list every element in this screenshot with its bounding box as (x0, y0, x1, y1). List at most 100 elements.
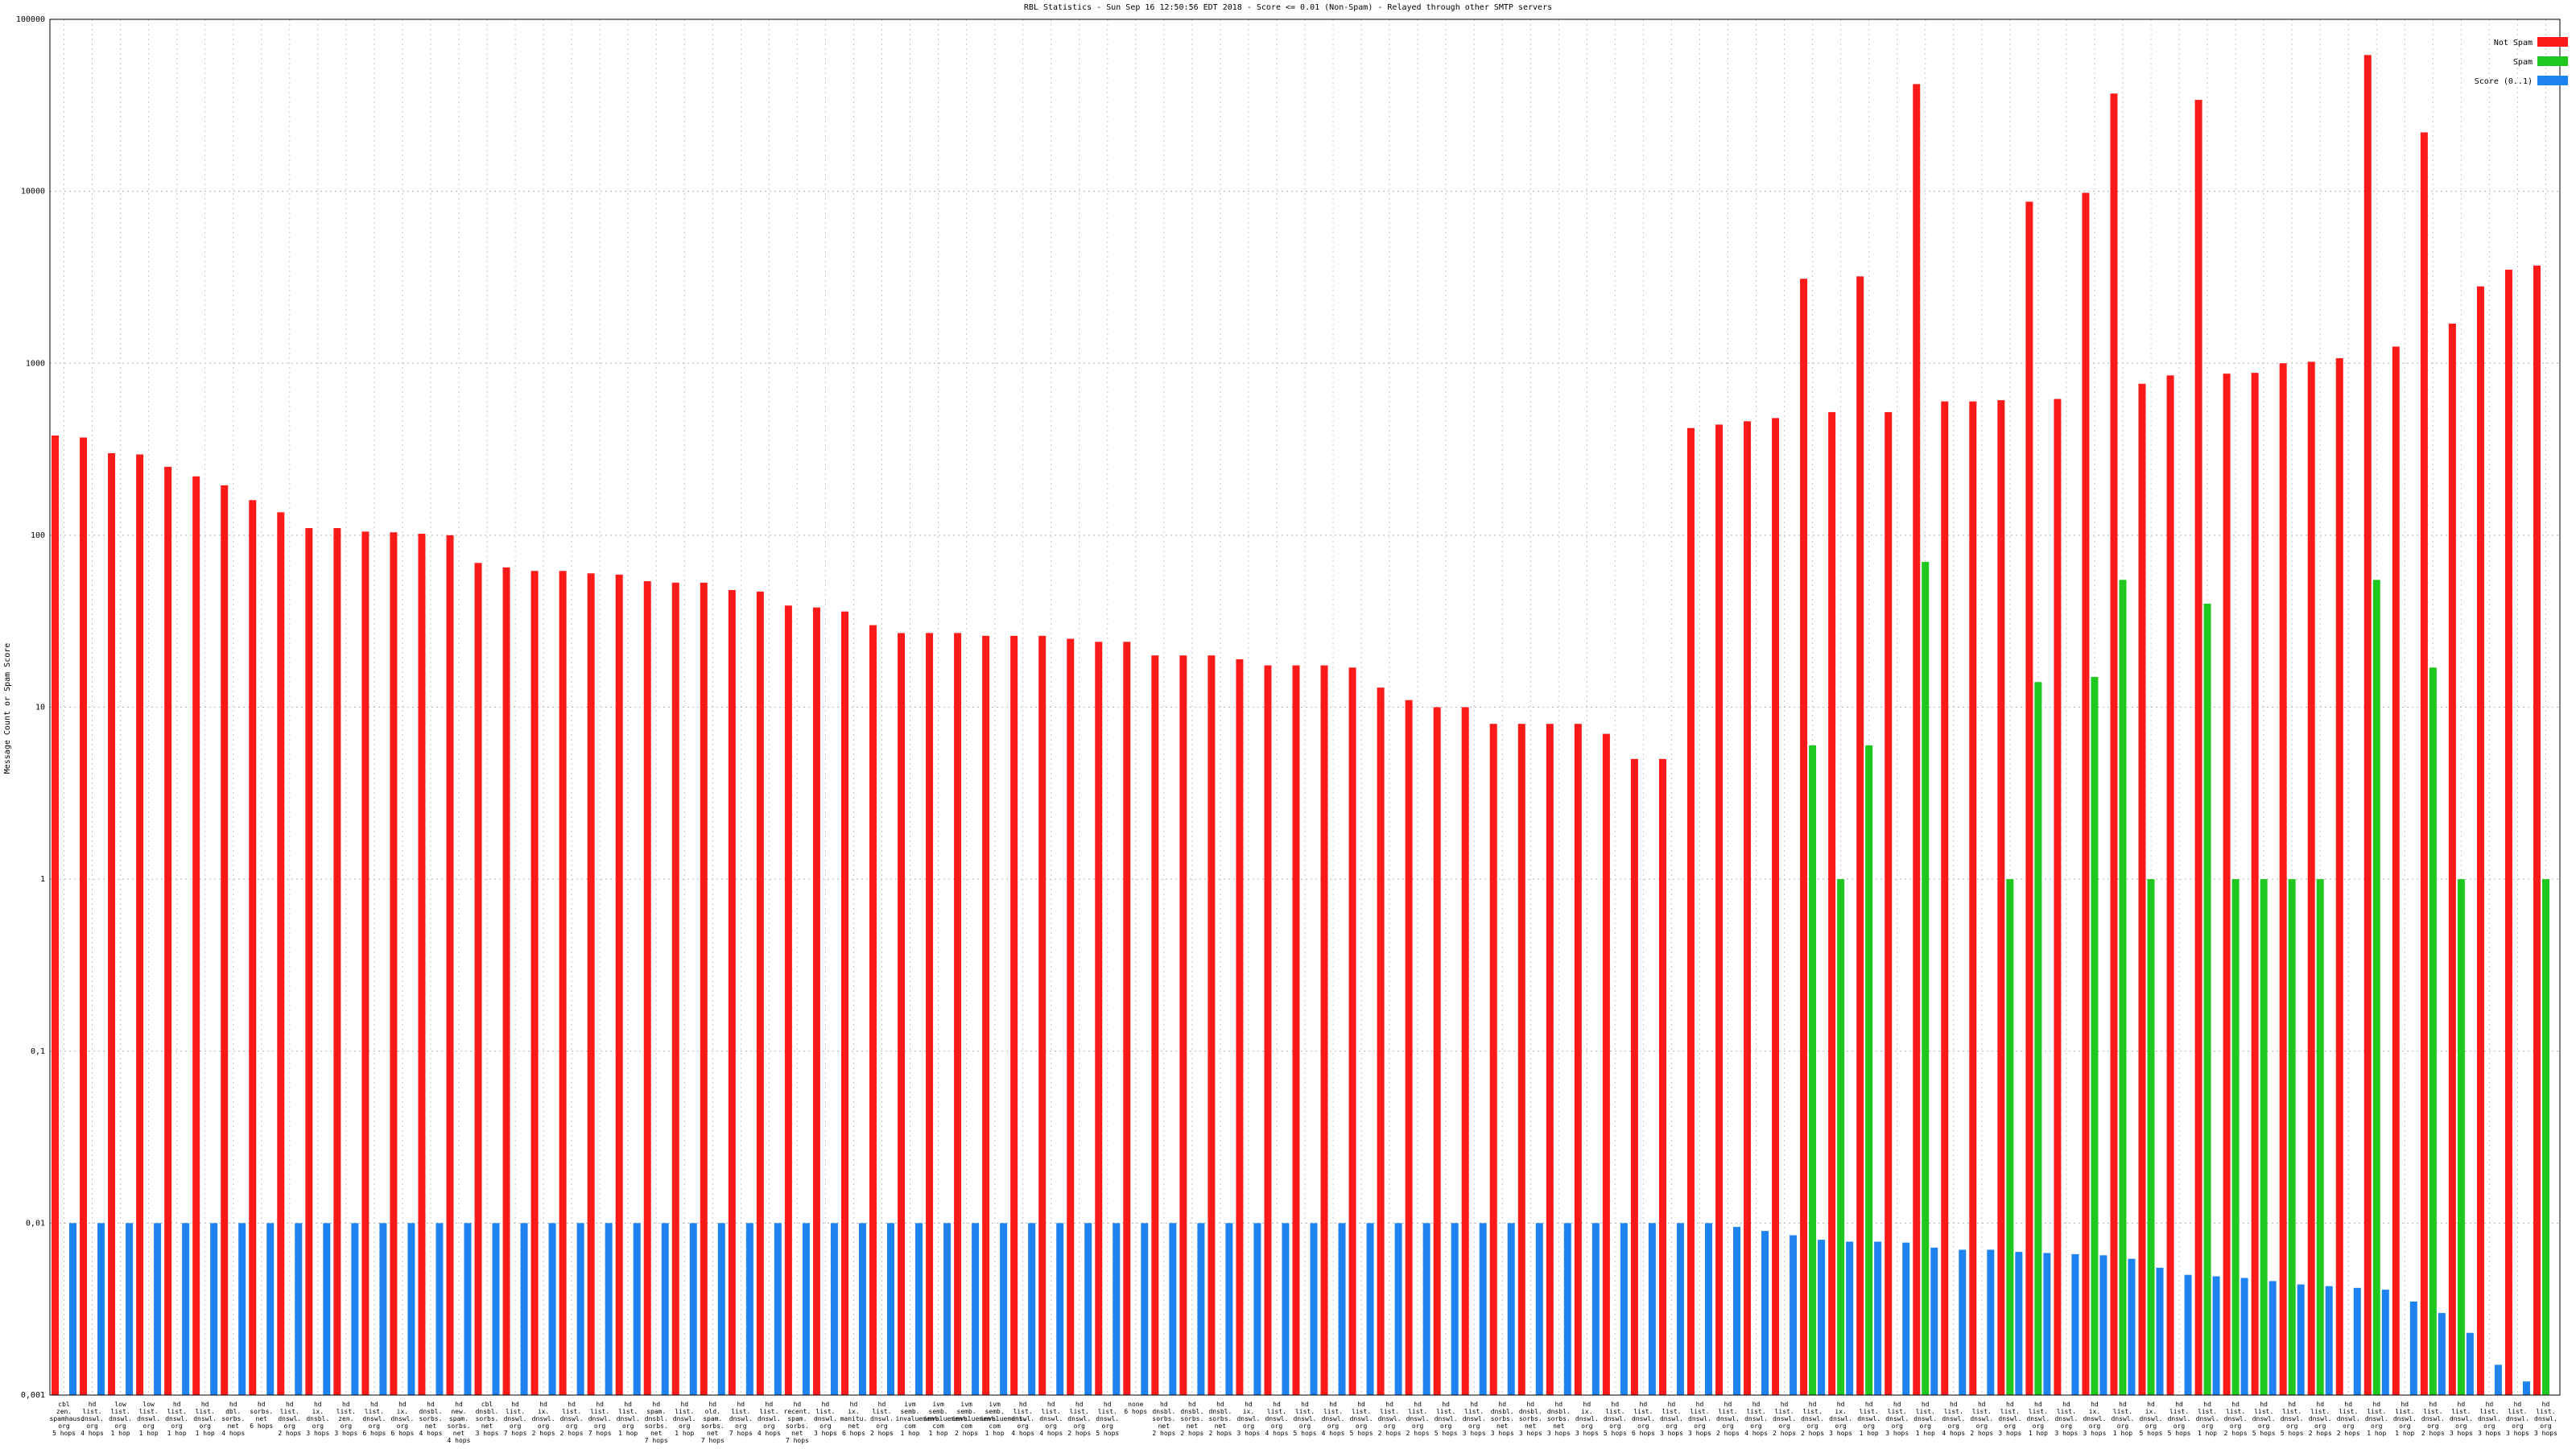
x-tick-label: hd list. dnswl. org 1 hop (672, 1401, 696, 1437)
bar (605, 1223, 613, 1395)
chart-title: RBL Statistics - Sun Sep 16 12:50:56 EDT… (1024, 3, 1552, 12)
bar (474, 563, 482, 1396)
bar (717, 1223, 725, 1395)
x-tick-label: hd new. spam. sorbs. net 4 hops (447, 1401, 471, 1444)
bar (2466, 1332, 2474, 1395)
bar (1377, 687, 1385, 1395)
bar (1197, 1223, 1205, 1395)
bar (1292, 665, 1300, 1395)
bar (886, 1223, 894, 1395)
x-tick-label: hd list. dnswl. org 4 hops (1321, 1401, 1345, 1437)
y-tick-label: 1 (40, 875, 45, 884)
bar (2438, 1313, 2446, 1395)
bar (2316, 879, 2324, 1395)
x-tick-label: hd list. dnswl. org 5 hops (2280, 1401, 2304, 1437)
bar (2448, 324, 2456, 1395)
bar (2476, 286, 2484, 1396)
bar (943, 1223, 952, 1395)
x-tick-label: hd list. dnswl. org 5 hops (2167, 1401, 2191, 1437)
x-tick-label: hd list. dnswl. org 2 hops (2421, 1401, 2445, 1437)
x-tick-label: hd list. dnswl. org 1 hop (616, 1401, 640, 1437)
bar (2251, 373, 2259, 1396)
bar (1837, 879, 1845, 1395)
x-tick-label: hd sorbs. net 6 hops (250, 1401, 274, 1430)
bar (2392, 346, 2400, 1395)
bar (2054, 398, 2062, 1395)
bar (745, 1223, 753, 1395)
x-tick-label: hd ix. dnswl. org 5 hops (2139, 1401, 2163, 1437)
x-tick-label: hd list. dnswl. org 3 hops (1659, 1401, 1683, 1437)
bar (1282, 1223, 1290, 1395)
bar (2203, 603, 2211, 1395)
x-tick-label: hd list. dnswl. org 4 hops (1011, 1401, 1035, 1437)
bar (1987, 1249, 1995, 1395)
x-tick-label: hd list. dnswl. org 3 hops (2505, 1401, 2529, 1437)
bar (2279, 363, 2287, 1395)
bar (1489, 724, 1497, 1395)
bar (576, 1223, 584, 1395)
x-tick-label: none 6 hops (1124, 1401, 1148, 1415)
x-tick-label: hd list. dnswl. org 1 hop (2195, 1401, 2219, 1437)
x-tick-label: hd ix. dnswl. org 3 hops (2083, 1401, 2107, 1437)
x-tick-label: hd list. dnswl. org 2 hops (2308, 1401, 2332, 1437)
x-tick-label: hd dnsbl. sorbs. net 3 hops (1546, 1401, 1571, 1437)
x-tick-label: hd dnsbl. sorbs. net 2 hops (1180, 1401, 1204, 1437)
bar (108, 452, 116, 1395)
bar (530, 571, 539, 1395)
bar (1846, 1241, 1854, 1395)
x-tick-label: hd list. dnswl. org 4 hops (1942, 1401, 1966, 1437)
bar (1479, 1223, 1487, 1395)
bar (2381, 1290, 2389, 1395)
bar (700, 582, 708, 1395)
bar (305, 528, 313, 1395)
x-tick-label: hd list. dnswl. org 1 hop (165, 1401, 189, 1437)
bar (1658, 758, 1666, 1395)
bar (1084, 1223, 1092, 1395)
x-tick-label: hd old. spam. sorbs. net 7 hops (700, 1401, 724, 1444)
bar (1056, 1223, 1064, 1395)
x-tick-label: hd ix. dnswl. org 2 hops (531, 1401, 555, 1437)
x-tick-label: hd dnsbl. sorbs. net 2 hops (1208, 1401, 1232, 1437)
x-tick-label: hd list. dnswl. org 3 hops (1688, 1401, 1711, 1437)
bar (643, 581, 651, 1395)
bar (1997, 400, 2005, 1396)
bar (164, 466, 172, 1396)
x-tick-label: hd list. dnswl. org 7 hops (503, 1401, 527, 1437)
bar (830, 1223, 838, 1395)
bar (2268, 1281, 2277, 1395)
bar (615, 574, 623, 1395)
bar (249, 500, 257, 1395)
x-tick-label: hd list. dnswl. org 4 hops (1744, 1401, 1768, 1437)
bar (2025, 201, 2033, 1396)
bar (361, 531, 369, 1396)
bar (1676, 1223, 1684, 1395)
x-tick-label: hd recent. spam. sorbs. net 7 hops (783, 1401, 811, 1444)
x-tick-label: low list. dnswl. org 1 hop (109, 1401, 133, 1437)
bar (492, 1223, 500, 1395)
bar (2533, 265, 2541, 1395)
x-tick-label: hd dnsbl. sorbs. net 2 hops (1152, 1401, 1176, 1437)
bar (548, 1223, 556, 1395)
bar (1535, 1223, 1543, 1395)
bar (972, 1223, 980, 1395)
x-tick-label: hd list. dnswl. org 5 hops (1096, 1401, 1120, 1437)
y-tick-label: 100000 (16, 15, 45, 24)
x-tick-label: ivm semb. invaluement. com 1 hop (923, 1401, 971, 1437)
bar (464, 1223, 472, 1395)
bar (2363, 55, 2372, 1395)
bar (1095, 642, 1103, 1395)
y-axis-label: Message Count or Spam Score (3, 643, 12, 774)
bar (671, 582, 679, 1395)
bar (1141, 1223, 1149, 1395)
bar (351, 1223, 359, 1395)
bar (1123, 642, 1131, 1395)
bar (2034, 682, 2042, 1395)
bar (1236, 658, 1244, 1395)
x-tick-label: hd spam. dnsbl. sorbs. net 7 hops (644, 1401, 668, 1444)
bar (1113, 1223, 1121, 1395)
bar (2194, 100, 2202, 1396)
x-tick-label: hd ix. dnswl. org 3 hops (1575, 1401, 1599, 1437)
bar (2325, 1286, 2333, 1395)
y-tick-label: 1000 (26, 359, 45, 368)
